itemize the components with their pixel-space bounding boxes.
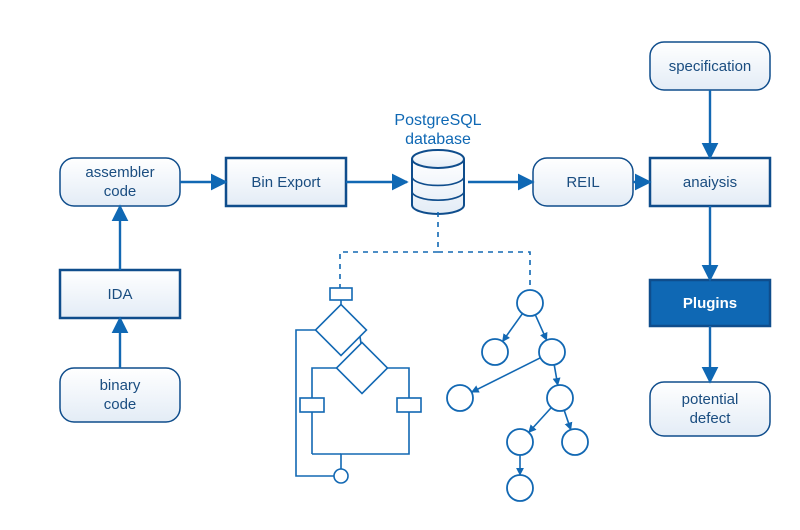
dashed-edge-1 <box>438 252 530 290</box>
node-analysis: anaiysis <box>650 158 770 206</box>
node-label: code <box>104 396 137 413</box>
dashed-edge-0 <box>340 212 438 288</box>
tree-node <box>547 385 573 411</box>
node-label: specification <box>669 58 752 75</box>
tree-node <box>517 290 543 316</box>
node-assembler_code: assembler code <box>60 158 180 206</box>
db-label: PostgreSQL <box>394 112 481 129</box>
node-plugins: Plugins <box>650 280 770 326</box>
node-label: assembler <box>85 164 154 181</box>
node-reil: REIL <box>533 158 633 206</box>
tree-node <box>482 339 508 365</box>
node-label: anaiysis <box>683 174 737 191</box>
tree-node <box>539 339 565 365</box>
node-label: binary <box>100 377 141 394</box>
mini-tree <box>447 290 588 501</box>
mini-flowchart <box>296 288 421 483</box>
node-label: Bin Export <box>251 174 321 191</box>
node-potential_defect: potential defect <box>650 382 770 436</box>
node-label: IDA <box>107 286 132 303</box>
tree-node <box>507 475 533 501</box>
db-label: database <box>405 131 471 148</box>
node-bin_export: Bin Export <box>226 158 346 206</box>
db-icon: PostgreSQL database <box>394 112 481 214</box>
flow-diagram: binary code IDA assembler code Bin Export REIL… <box>0 0 800 530</box>
node-ida: IDA <box>60 270 180 318</box>
node-label: defect <box>690 410 732 427</box>
node-label: potential <box>682 391 739 408</box>
node-label: REIL <box>566 174 599 191</box>
node-label: Plugins <box>683 295 737 312</box>
tree-node <box>447 385 473 411</box>
tree-node <box>562 429 588 455</box>
node-specification: specification <box>650 42 770 90</box>
tree-node <box>507 429 533 455</box>
node-label: code <box>104 183 137 200</box>
node-binary_code: binary code <box>60 368 180 422</box>
